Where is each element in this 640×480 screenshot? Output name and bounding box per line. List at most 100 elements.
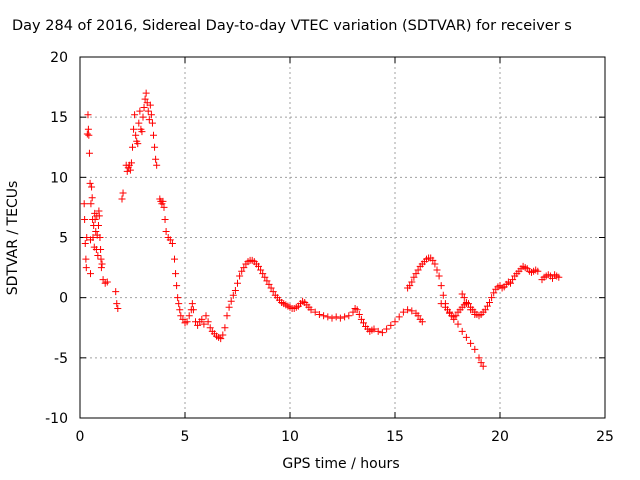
data-point [119,189,127,197]
data-point [162,227,170,235]
data-point [439,291,447,299]
data-point [238,267,246,275]
data-point [80,200,88,208]
y-tick-label: 0 [59,291,68,307]
data-point [84,111,92,119]
data-point [188,300,196,308]
data-point [166,236,174,244]
data-point [123,167,131,175]
data-point [324,313,332,321]
y-tick-label: 20 [50,50,68,66]
data-point [171,255,178,263]
data-point [269,288,277,296]
data-point [450,313,458,321]
data-point [471,311,479,319]
data-point [96,234,104,241]
data-point [328,314,336,322]
data-point [458,290,466,298]
data-point [391,318,399,326]
data-point [479,362,487,370]
data-point [414,266,422,274]
data-point [418,318,426,326]
data-point [144,107,152,115]
data-point [431,260,439,268]
data-point [91,215,99,223]
data-point [357,315,365,323]
data-point [355,311,363,319]
data-point [446,308,454,316]
data-point [555,273,563,281]
data-point [219,331,227,339]
data-point [404,306,412,314]
data-point [383,325,391,333]
data-point [341,313,349,321]
data-point [227,297,235,305]
data-point [179,315,187,323]
data-point [94,221,102,229]
data-point [153,161,161,169]
data-point [85,149,93,157]
data-point [395,313,403,321]
data-point [172,270,180,278]
data-point [332,313,340,321]
data-point [138,128,146,136]
data-point [146,101,154,109]
data-points [80,89,563,370]
data-point [236,272,244,280]
data-point [103,278,111,286]
data-point [259,270,267,278]
data-point [95,212,103,220]
data-point [87,270,94,278]
data-point [488,294,496,302]
data-point [148,119,156,127]
data-point [257,266,265,274]
data-point [88,194,96,202]
data-point [435,272,443,280]
data-point [140,104,148,112]
data-point [360,319,367,327]
data-point [176,306,184,314]
data-point [98,260,106,268]
data-point [534,267,542,275]
data-point [177,312,185,320]
data-point [429,256,437,264]
data-point [85,131,93,139]
data-point [483,302,491,310]
data-point [200,320,208,328]
data-point [97,246,105,254]
data-point [198,315,206,323]
data-point [399,308,407,316]
data-point [231,286,239,294]
data-point [412,270,420,278]
data-point [160,203,168,211]
grid-lines [80,57,605,418]
data-point [168,240,176,248]
data-point [132,131,140,139]
data-point [145,116,153,124]
data-point [223,312,231,320]
data-point [112,288,120,296]
data-point [458,327,466,335]
x-tick-label: 25 [596,429,614,445]
y-tick-label: -10 [45,411,68,427]
data-point [82,255,90,263]
plot-frame [79,56,606,419]
data-point [135,119,143,127]
data-point [84,125,92,133]
data-point [89,234,97,241]
data-point [189,306,197,314]
data-point [83,130,91,138]
x-tick-label: 20 [491,429,509,445]
data-point [194,321,202,329]
data-point [345,312,353,320]
data-point [481,306,489,314]
data-point [229,291,237,299]
data-point [414,312,422,320]
data-point [467,306,475,314]
data-point [152,155,160,163]
data-point [175,300,183,308]
data-point [217,335,225,343]
data-point [136,107,144,115]
data-point [130,125,138,133]
